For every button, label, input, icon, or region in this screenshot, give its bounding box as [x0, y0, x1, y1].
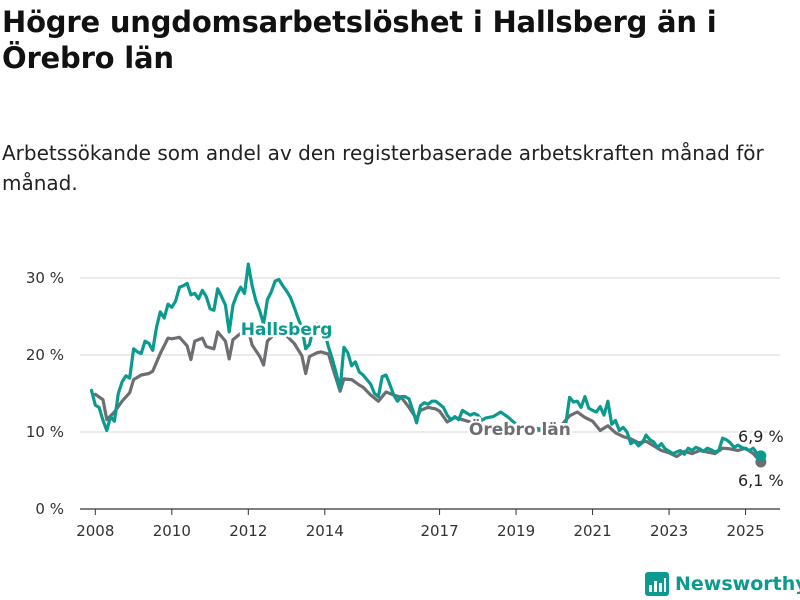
series-line-hallsberg: [89, 262, 763, 458]
x-tick-label: 2010: [153, 522, 191, 540]
end-value-orebro: 6,1 %: [738, 471, 784, 490]
series-label-orebro: Örebro län: [469, 418, 571, 440]
x-tick-label: 2012: [229, 522, 267, 540]
chart-title: Högre ungdomsarbetslöshet i Hallsberg än…: [2, 5, 717, 75]
y-tick-label: 20 %: [26, 346, 64, 364]
end-point-hallsberg: [755, 450, 767, 462]
x-axis: 2008 2010 2012 2014 2017 2019 2021 2023 2025: [76, 508, 780, 540]
y-tick-label: 30 %: [26, 269, 64, 287]
x-tick-label: 2017: [420, 522, 458, 540]
x-tick-label: 2014: [306, 522, 344, 540]
series-label-hallsberg: Hallsberg: [241, 320, 333, 340]
newsworthy-logo-icon: [645, 572, 669, 596]
y-tick-label: 0 %: [35, 500, 64, 518]
x-tick-label: 2023: [650, 522, 688, 540]
y-axis: 0 % 10 % 20 % 30 %: [26, 269, 64, 518]
series-lines: [89, 262, 763, 464]
series-annotations: Hallsberg Örebro län: [238, 317, 573, 442]
brand-name: Newsworthy: [675, 573, 800, 595]
chart-subtitle: Arbetssökande som andel av den registerb…: [2, 141, 764, 195]
x-tick-label: 2021: [573, 522, 611, 540]
end-value-hallsberg: 6,9 %: [738, 427, 784, 446]
x-tick-label: 2019: [497, 522, 535, 540]
x-tick-label: 2008: [76, 522, 114, 540]
end-markers: 6,1 % 6,9 %: [736, 425, 786, 492]
y-tick-label: 10 %: [26, 423, 64, 441]
x-tick-label: 2025: [726, 522, 764, 540]
grid-lines: [80, 277, 780, 433]
newsworthy-brand[interactable]: Newsworthy: [645, 570, 800, 598]
series-line-orebro: [93, 328, 763, 464]
